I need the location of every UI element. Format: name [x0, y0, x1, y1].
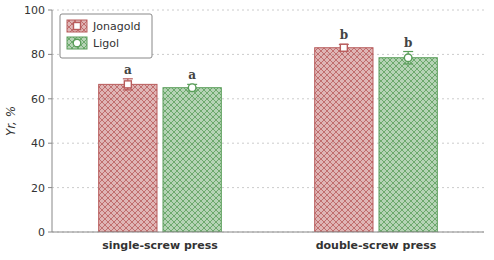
error-bar: [123, 79, 133, 90]
y-tick: [48, 143, 52, 144]
legend-box: [60, 14, 152, 58]
error-bar: [403, 52, 413, 64]
x-axis-line: [52, 232, 484, 233]
y-tick: [48, 10, 52, 11]
plot-area: [99, 44, 438, 232]
marker: [340, 44, 347, 51]
x-tick-label: single-screw press: [102, 239, 218, 252]
legend: Jonagold Ligol: [60, 14, 152, 58]
chart-svg: 0 20 40 60 80 100 Yr, % single-screw press doubl…: [0, 0, 494, 260]
significance-label: b: [404, 36, 412, 50]
bar: [379, 58, 437, 232]
y-tick: [48, 187, 52, 188]
significance-label: a: [188, 68, 196, 82]
legend-swatch: [67, 20, 87, 32]
y-tick-label: 40: [31, 137, 45, 150]
grid: [52, 10, 484, 232]
bar: [163, 88, 221, 232]
y-tick: [48, 54, 52, 55]
chart-container: 0 20 40 60 80 100 Yr, % single-screw press doubl…: [0, 0, 494, 260]
y-tick-label: 80: [31, 48, 45, 61]
error-bar: [339, 44, 349, 51]
y-tick: [48, 98, 52, 99]
legend-label: Jonagold: [92, 20, 140, 33]
marker: [404, 54, 412, 62]
x-tick-label: double-screw press: [316, 239, 437, 252]
error-bar-cap: [123, 78, 133, 79]
y-tick: [48, 232, 52, 233]
grid-line: [52, 10, 484, 11]
y-tick-label: 60: [31, 93, 45, 106]
error-bar: [187, 84, 197, 91]
error-bar-cap: [403, 51, 413, 52]
y-tick-label: 20: [31, 182, 45, 195]
significance-label: b: [340, 28, 348, 42]
grid-line: [52, 232, 484, 233]
legend-swatch: [67, 37, 87, 49]
significance-labels: a b a b: [124, 28, 412, 82]
y-tick-label: 0: [38, 226, 45, 239]
y-axis-line: [52, 10, 53, 232]
marker: [124, 81, 131, 88]
legend-marker: [74, 23, 81, 30]
y-axis-label: Yr, %: [4, 106, 18, 136]
legend-marker: [73, 39, 81, 47]
bar: [315, 48, 373, 232]
bar: [99, 84, 157, 232]
y-tick-label: 100: [24, 4, 45, 17]
significance-label: a: [124, 63, 132, 77]
legend-label: Ligol: [93, 37, 119, 50]
marker: [188, 84, 196, 92]
error-bar-cap: [403, 63, 413, 64]
error-bar-cap: [123, 89, 133, 90]
